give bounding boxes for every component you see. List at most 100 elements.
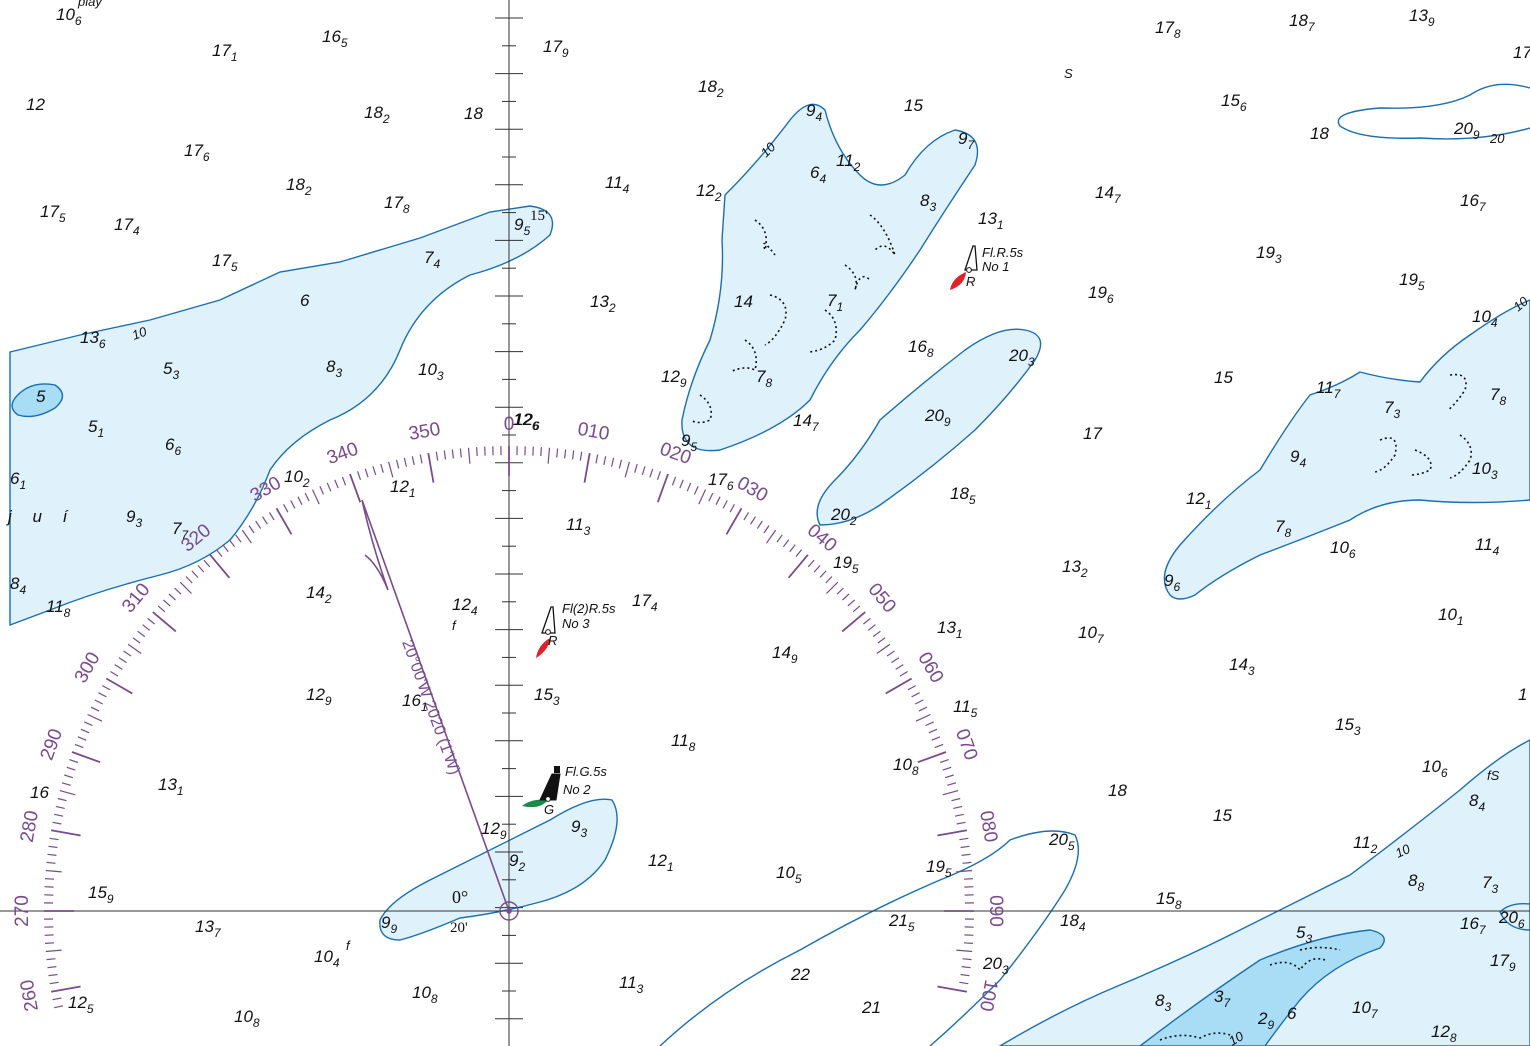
- rose-tick: [540, 447, 542, 457]
- magnetic-arrowhead: [361, 499, 389, 591]
- rose-tick: [168, 593, 176, 601]
- sounding: 5: [36, 387, 46, 406]
- sounding: 12: [26, 95, 45, 114]
- rose-tick: [556, 448, 559, 458]
- sounding-decimal: 7: [1223, 996, 1231, 1010]
- rose-tick: [54, 813, 64, 817]
- rose-tick: [123, 650, 132, 657]
- rose-tick: [451, 449, 454, 459]
- rose-tick: [886, 650, 895, 657]
- rose-tick: [953, 805, 963, 809]
- sounding-decimal: 3: [637, 982, 644, 996]
- sounding-decimal: 3: [553, 694, 560, 708]
- shoal-southeast-bank: [998, 739, 1530, 1046]
- rock-mark: [844, 264, 871, 291]
- rose-tick: [283, 504, 289, 513]
- buoy-no-3[interactable]: Fl(2)R.5s No 3 R: [536, 601, 616, 658]
- sounding-decimal: 6: [1173, 580, 1180, 594]
- sounding-decimal: 8: [912, 764, 919, 778]
- rose-tick: [380, 463, 384, 473]
- rock-mark: [1409, 449, 1432, 476]
- meridian-ticks: [495, 17, 523, 1020]
- sounding-decimal: 7: [1371, 1007, 1379, 1021]
- rose-tick: [46, 861, 56, 864]
- sounding-decimal: 5: [87, 1002, 94, 1016]
- rose-tick: [925, 721, 935, 727]
- rose-tick: [46, 958, 56, 961]
- sounding-decimal: 6: [1240, 100, 1247, 114]
- shoal-areas: [9, 103, 1530, 1046]
- sounding-decimal: 7: [1334, 387, 1342, 401]
- rose-tick: [388, 461, 394, 478]
- sounding-decimal: 2: [302, 476, 310, 490]
- sounding-decimal: 1: [836, 300, 843, 314]
- sounding: 15: [1213, 806, 1232, 825]
- sounding-decimal: 9: [680, 376, 687, 390]
- rose-tick: [891, 657, 900, 664]
- sounding-decimal: 4: [815, 110, 822, 124]
- rose-tick: [937, 985, 968, 993]
- rose-tick: [222, 544, 229, 553]
- rose-tick: [789, 544, 796, 553]
- rose-tick: [110, 670, 119, 677]
- rose-tick: [750, 516, 756, 525]
- contour-label: 10: [1393, 841, 1413, 861]
- rose-degree-label: 0: [504, 414, 515, 435]
- sounding-decimal: 6: [99, 337, 106, 351]
- rose-tick: [118, 657, 127, 664]
- sounding-decimal: 2: [1370, 842, 1378, 856]
- rose-tick: [290, 500, 296, 509]
- sounding: 18: [1108, 781, 1127, 800]
- rose-tick: [863, 617, 871, 625]
- sounding-decimal: 8: [689, 740, 696, 754]
- sounding-decimal: 5: [908, 920, 915, 934]
- rose-tick: [228, 539, 236, 548]
- sounding-decimal: 9: [1267, 1018, 1274, 1032]
- sounding-decimal: 3: [437, 369, 444, 383]
- shoal-islet-5: [11, 383, 64, 418]
- rose-tick: [947, 782, 957, 786]
- bottom-mark: f: [346, 938, 351, 953]
- rose-tick: [142, 624, 151, 631]
- rose-tick: [649, 468, 654, 478]
- rose-tick: [698, 489, 707, 505]
- rose-tick: [547, 447, 551, 464]
- shoal-east-bank: [1163, 299, 1530, 600]
- sounding-decimal: 9: [1428, 15, 1435, 29]
- sounding-decimal: 2: [714, 190, 722, 204]
- rose-tick: [275, 507, 293, 535]
- rose-tick: [847, 599, 856, 607]
- sounding-decimal: 6: [174, 444, 181, 458]
- sounding-decimal: 5: [852, 562, 859, 576]
- sounding-decimal: 8: [403, 202, 410, 216]
- sounding-decimal: 7: [214, 926, 222, 940]
- magnetic-north-line: [361, 499, 510, 912]
- rose-tick: [203, 559, 211, 568]
- rose-tick: [583, 452, 591, 483]
- buoy-green-icon: [522, 799, 548, 808]
- rose-tick: [357, 471, 362, 480]
- rose-tick: [71, 751, 101, 764]
- rose-tick: [94, 699, 103, 705]
- sounding-decimal: 4: [1491, 316, 1498, 330]
- rose-tick: [776, 534, 783, 543]
- rose-tick: [69, 759, 78, 764]
- contour-label: 10: [1510, 293, 1530, 314]
- buoy-no-1[interactable]: Fl.R.5s No 1 R: [950, 245, 1024, 290]
- header-fragment: play: [77, 0, 103, 9]
- buoy-no-2[interactable]: Fl.G.5s No 2 G: [522, 764, 607, 817]
- rock-marks: [689, 214, 1473, 1041]
- shoal-south-small: [379, 798, 618, 941]
- rose-tick: [132, 637, 141, 644]
- sounding-decimal: 6: [75, 14, 82, 28]
- sounding: 22: [790, 965, 810, 984]
- sounding-decimal: 9: [791, 652, 798, 666]
- rose-tick: [137, 630, 146, 638]
- rose-tick: [961, 853, 971, 856]
- rose-tick: [185, 576, 193, 584]
- rose-tick: [693, 485, 699, 495]
- sounding-decimal: 1: [177, 784, 184, 798]
- sounding-decimal: 2: [716, 86, 724, 100]
- sounding-decimal: 5: [1418, 279, 1425, 293]
- rose-tick: [819, 570, 827, 578]
